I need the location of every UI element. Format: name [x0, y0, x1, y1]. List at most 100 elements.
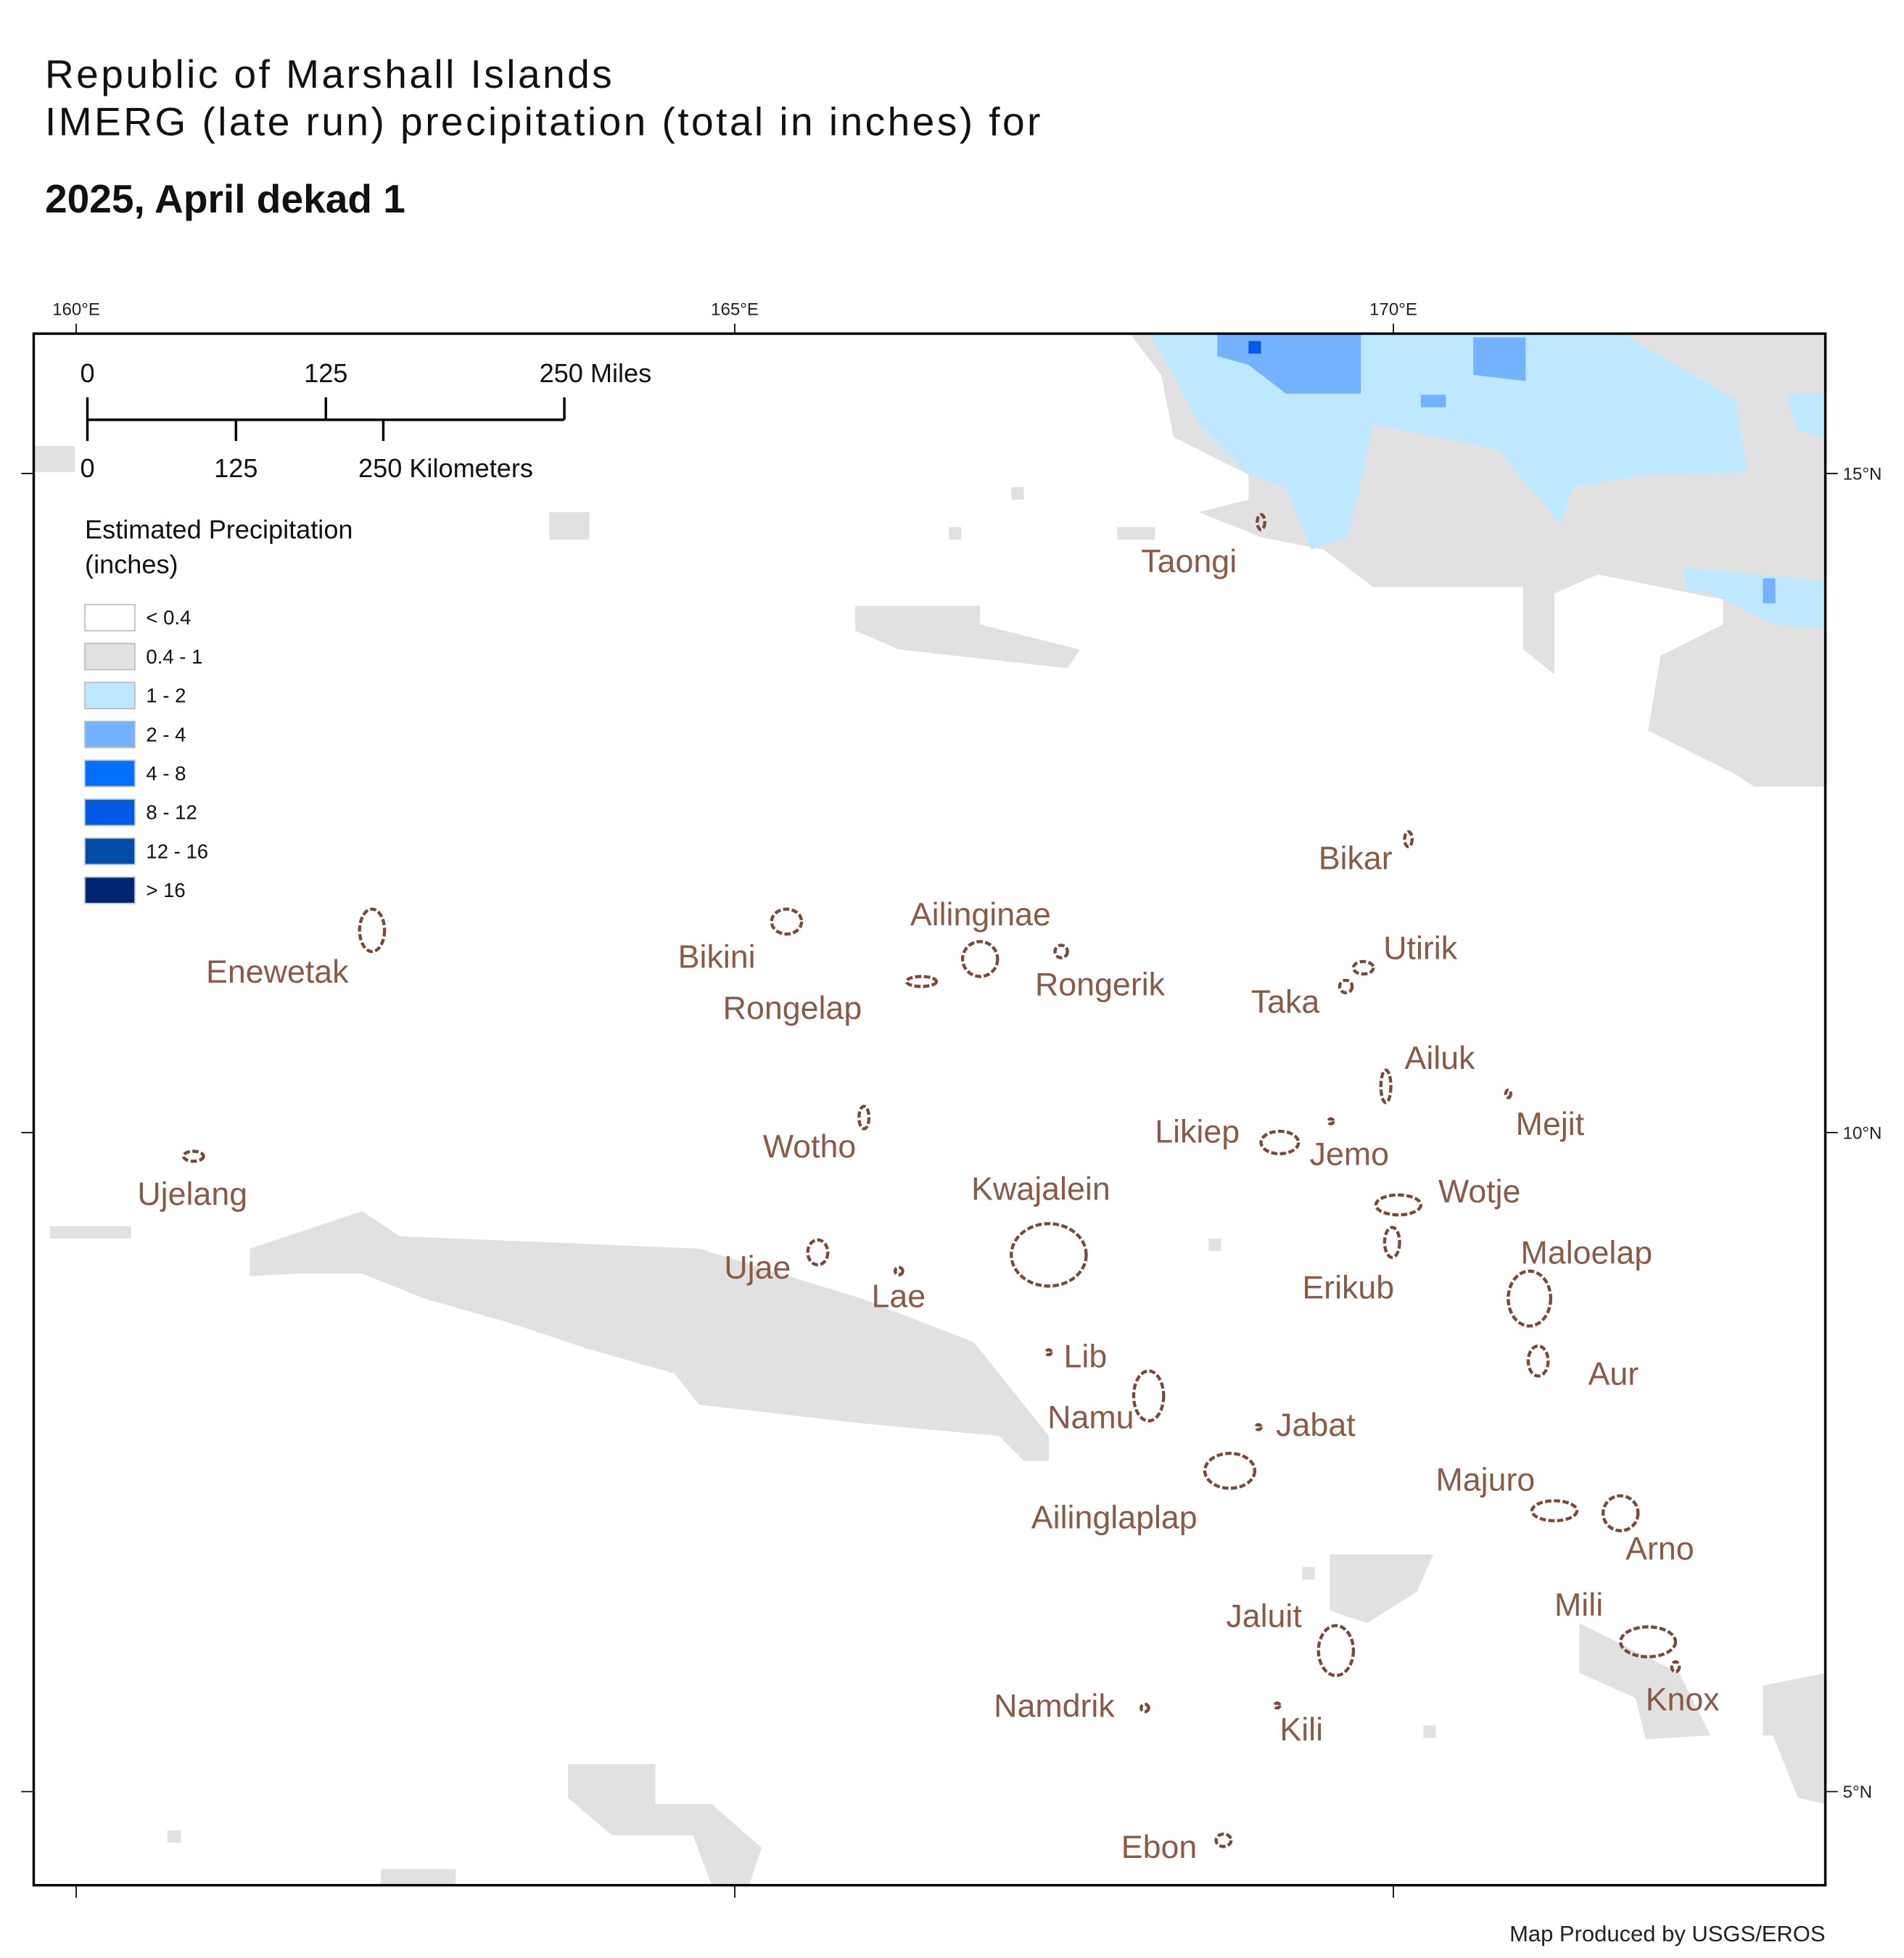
title-line: IMERG (late run) precipitation (total in… [45, 99, 1043, 144]
lon-label: 165°E [711, 300, 759, 319]
atoll-outline [1132, 1369, 1166, 1423]
atoll-label: Erikub [1302, 1270, 1394, 1306]
atoll-outline [1139, 1702, 1150, 1714]
precipitation-layer [33, 334, 1826, 1885]
atoll-label: Namu [1047, 1400, 1134, 1436]
precip-patch [1763, 578, 1776, 603]
atoll-label: Ailuk [1404, 1040, 1475, 1076]
scale-label: 250 Kilometers [358, 453, 533, 483]
legend-swatch [84, 603, 136, 632]
subtitle: 2025, April dekad 1 [45, 176, 405, 221]
atoll-label: Knox [1646, 1682, 1720, 1718]
legend-swatch [84, 682, 136, 710]
atoll-label: Ebon [1121, 1829, 1198, 1865]
atoll-outline [1338, 978, 1354, 995]
scale-label: 125 [304, 358, 347, 388]
lon-label: 170°E [1369, 300, 1417, 319]
atoll-outline [1010, 1222, 1088, 1288]
legend-swatch [84, 720, 136, 748]
legend-title: Estimated Precipitation [85, 514, 353, 544]
atoll-outline [904, 975, 939, 988]
precip-patch [250, 1211, 1049, 1461]
atoll-label: Likiep [1155, 1113, 1240, 1149]
atoll-label: Aur [1588, 1355, 1639, 1392]
legend-swatch [84, 876, 136, 904]
atoll-label: Namdrik [994, 1688, 1115, 1724]
atoll-outline [1053, 943, 1069, 959]
atoll-label: Ailinginae [910, 896, 1051, 933]
precip-patch [1785, 393, 1826, 437]
atoll-label: Enewetak [206, 954, 349, 990]
atoll-outline [1273, 1701, 1282, 1710]
atoll-outline [770, 907, 804, 936]
precip-patch [1685, 568, 1826, 629]
precip-patch [549, 512, 590, 540]
atoll-outline [1619, 1625, 1678, 1658]
atoll-outline [181, 1149, 205, 1163]
atoll-label: Ailinglaplap [1031, 1499, 1198, 1535]
scale-label: 125 [214, 453, 257, 483]
precip-patch [33, 446, 75, 473]
legend-label: 8 - 12 [146, 801, 197, 824]
atoll-outline [358, 907, 387, 954]
legend-swatch [84, 759, 136, 788]
atoll-outline [1254, 1423, 1263, 1432]
precip-patch [1208, 1239, 1221, 1252]
atoll-label: Majuro [1436, 1462, 1536, 1498]
scale-label: 0 [80, 453, 94, 483]
precip-patch [1248, 341, 1261, 354]
atoll-label: Taka [1251, 983, 1320, 1020]
legend-label: 4 - 8 [146, 762, 186, 785]
atoll-outline [1379, 1068, 1393, 1104]
legend-label: > 16 [146, 879, 185, 901]
lat-label: 10°N [1843, 1123, 1882, 1143]
atoll-outline [857, 1104, 871, 1131]
atoll-outline [894, 1265, 904, 1277]
precip-patch [1579, 1623, 1711, 1740]
precip-patch [1763, 1673, 1826, 1804]
atoll-label: Ujelang [137, 1176, 247, 1213]
atoll-label: Taongi [1141, 543, 1237, 579]
legend-label: 1 - 2 [146, 685, 186, 707]
atoll-label: Jabat [1276, 1407, 1356, 1443]
atoll-label: Ujae [724, 1249, 791, 1286]
atoll-label: Jaluit [1226, 1598, 1302, 1634]
atoll-label: Rongerik [1035, 966, 1166, 1002]
atoll-label: Kwajalein [971, 1171, 1110, 1207]
atoll-outline [1316, 1624, 1356, 1677]
legend-swatch [84, 798, 136, 827]
atoll-outline [1382, 1226, 1401, 1260]
lat-label: 5°N [1843, 1783, 1872, 1802]
lon-label: 160°E [52, 300, 100, 319]
atoll-label: Utirik [1383, 930, 1458, 966]
atoll-label: Wotje [1438, 1173, 1521, 1210]
lat-label: 15°N [1843, 464, 1882, 484]
atoll-label: Kili [1279, 1711, 1323, 1748]
legend-label: < 0.4 [146, 606, 191, 629]
atoll-label: Mili [1554, 1587, 1603, 1623]
precip-patch [381, 1869, 456, 1885]
atoll-outline [806, 1238, 830, 1267]
atoll-outline [1214, 1832, 1233, 1848]
precip-patch [167, 1830, 181, 1843]
atoll-outline [1670, 1660, 1681, 1674]
atoll-outline [1044, 1348, 1053, 1357]
legend-swatch [84, 837, 136, 865]
legend-label: 0.4 - 1 [146, 645, 202, 668]
atoll-layer: Taongi Bikar Ailinginae Utirik Bikini Eneweta… [137, 513, 1720, 1865]
atoll-label: Jemo [1310, 1136, 1389, 1172]
precip-patch [855, 606, 1080, 669]
precip-patch [1420, 395, 1446, 408]
legend-title: (inches) [85, 550, 178, 579]
precip-patch [1302, 1566, 1315, 1579]
atoll-outline [1507, 1269, 1553, 1328]
atoll-label: Bikar [1319, 840, 1393, 877]
legend: < 0.4 0.4 - 1 1 - 2 2 - 4 4 - 8 8 - 12 12 - 16… [84, 603, 208, 904]
atoll-label: Wotho [763, 1128, 857, 1165]
title-line: Republic of Marshall Islands [45, 51, 614, 96]
precip-patch [1117, 526, 1155, 540]
scale-label: 250 Miles [540, 358, 652, 388]
atoll-label: Lae [871, 1279, 926, 1315]
legend-label: 2 - 4 [146, 723, 186, 745]
